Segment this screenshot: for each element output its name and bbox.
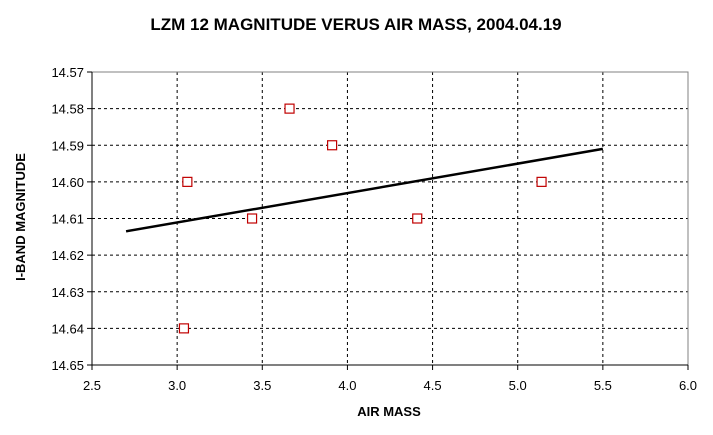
y-tick-label: 14.63 — [51, 285, 84, 300]
x-tick-label: 6.0 — [679, 378, 697, 393]
y-tick-label: 14.61 — [51, 212, 84, 227]
data-point — [412, 213, 423, 224]
y-tick-label: 14.65 — [51, 358, 84, 373]
y-tick-label: 14.64 — [51, 321, 84, 336]
data-point — [284, 103, 295, 114]
y-tick-label: 14.57 — [51, 65, 84, 80]
x-tick-label: 2.5 — [83, 378, 101, 393]
x-tick-label: 4.5 — [424, 378, 442, 393]
x-tick-label: 5.0 — [509, 378, 527, 393]
x-tick-label: 4.0 — [338, 378, 356, 393]
y-tick-label: 14.60 — [51, 175, 84, 190]
y-tick-label: 14.59 — [51, 138, 84, 153]
y-axis-title: I-BAND MAGNITUDE — [13, 153, 28, 281]
data-point — [246, 213, 258, 224]
y-tick-label: 14.58 — [51, 102, 84, 117]
chart-title: LZM 12 MAGNITUDE VERUS AIR MASS, 2004.04… — [150, 15, 561, 34]
trendline-group — [125, 147, 604, 233]
data-points — [178, 103, 547, 334]
data-point — [536, 176, 547, 187]
trendline — [125, 147, 604, 233]
y-tick-label: 14.62 — [51, 248, 84, 263]
axes — [87, 71, 689, 370]
x-tick-label: 3.5 — [253, 378, 271, 393]
data-point — [182, 176, 193, 187]
x-tick-label: 3.0 — [168, 378, 186, 393]
data-point — [178, 323, 190, 334]
grid-lines — [92, 72, 688, 365]
data-point — [327, 140, 338, 151]
x-axis-title: AIR MASS — [357, 404, 421, 419]
y-tick-labels: 14.57 14.58 14.59 14.60 14.61 14.62 14.63 14.64… — [51, 65, 84, 373]
x-tick-label: 5.5 — [594, 378, 612, 393]
x-tick-labels: 2.5 3.0 3.5 4.0 4.5 5.0 5.5 6.0 — [83, 378, 697, 393]
